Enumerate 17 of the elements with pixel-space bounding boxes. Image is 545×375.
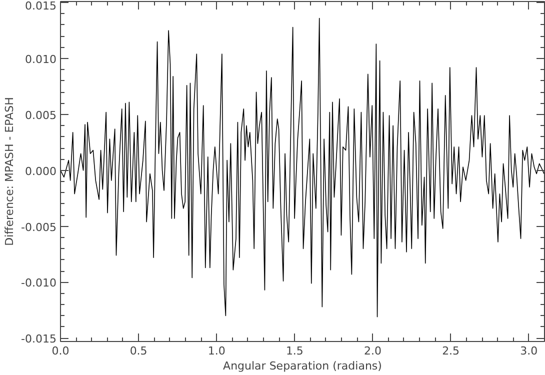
x-tick-label: 1.0 <box>208 344 226 358</box>
y-axis-title: Difference: MPASH - EPASH <box>3 97 16 246</box>
x-tick-label: 0.5 <box>130 344 148 358</box>
x-tick-label: 1.5 <box>286 344 304 358</box>
y-tick-label: -0.005 <box>21 220 57 234</box>
x-tick-label: 2.0 <box>364 344 382 358</box>
x-tick-label: 3.0 <box>520 344 538 358</box>
y-tick-label: 0.005 <box>25 108 57 122</box>
y-tick-label: 0.015 <box>25 0 57 12</box>
y-tick-label: 0.010 <box>25 53 57 66</box>
y-tick-label: 0.000 <box>25 164 57 178</box>
y-tick-label: -0.010 <box>21 276 57 290</box>
y-tick-label: -0.015 <box>21 332 57 346</box>
x-axis-title: Angular Separation (radians) <box>223 360 382 372</box>
line-series <box>60 18 544 318</box>
x-tick-label: 0.0 <box>52 344 70 358</box>
x-tick-label: 2.5 <box>442 344 460 358</box>
